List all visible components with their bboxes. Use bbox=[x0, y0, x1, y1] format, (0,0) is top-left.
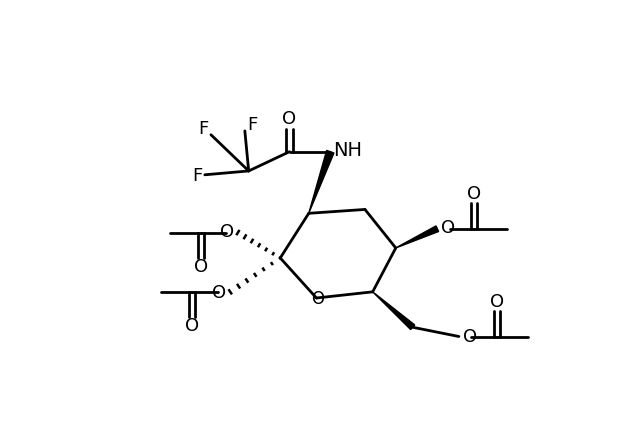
Text: O: O bbox=[467, 185, 481, 203]
Polygon shape bbox=[308, 150, 334, 213]
Text: O: O bbox=[282, 111, 296, 129]
Text: F: F bbox=[192, 167, 202, 185]
Text: O: O bbox=[312, 290, 324, 308]
Text: NH: NH bbox=[333, 141, 362, 160]
Text: O: O bbox=[212, 284, 227, 301]
Polygon shape bbox=[396, 226, 438, 248]
Text: O: O bbox=[194, 258, 208, 276]
Polygon shape bbox=[372, 292, 415, 329]
Text: O: O bbox=[220, 223, 234, 241]
Text: F: F bbox=[248, 116, 258, 134]
Text: O: O bbox=[490, 293, 504, 311]
Text: O: O bbox=[441, 219, 455, 237]
Text: O: O bbox=[463, 328, 477, 345]
Text: O: O bbox=[185, 317, 199, 335]
Text: F: F bbox=[198, 120, 209, 138]
